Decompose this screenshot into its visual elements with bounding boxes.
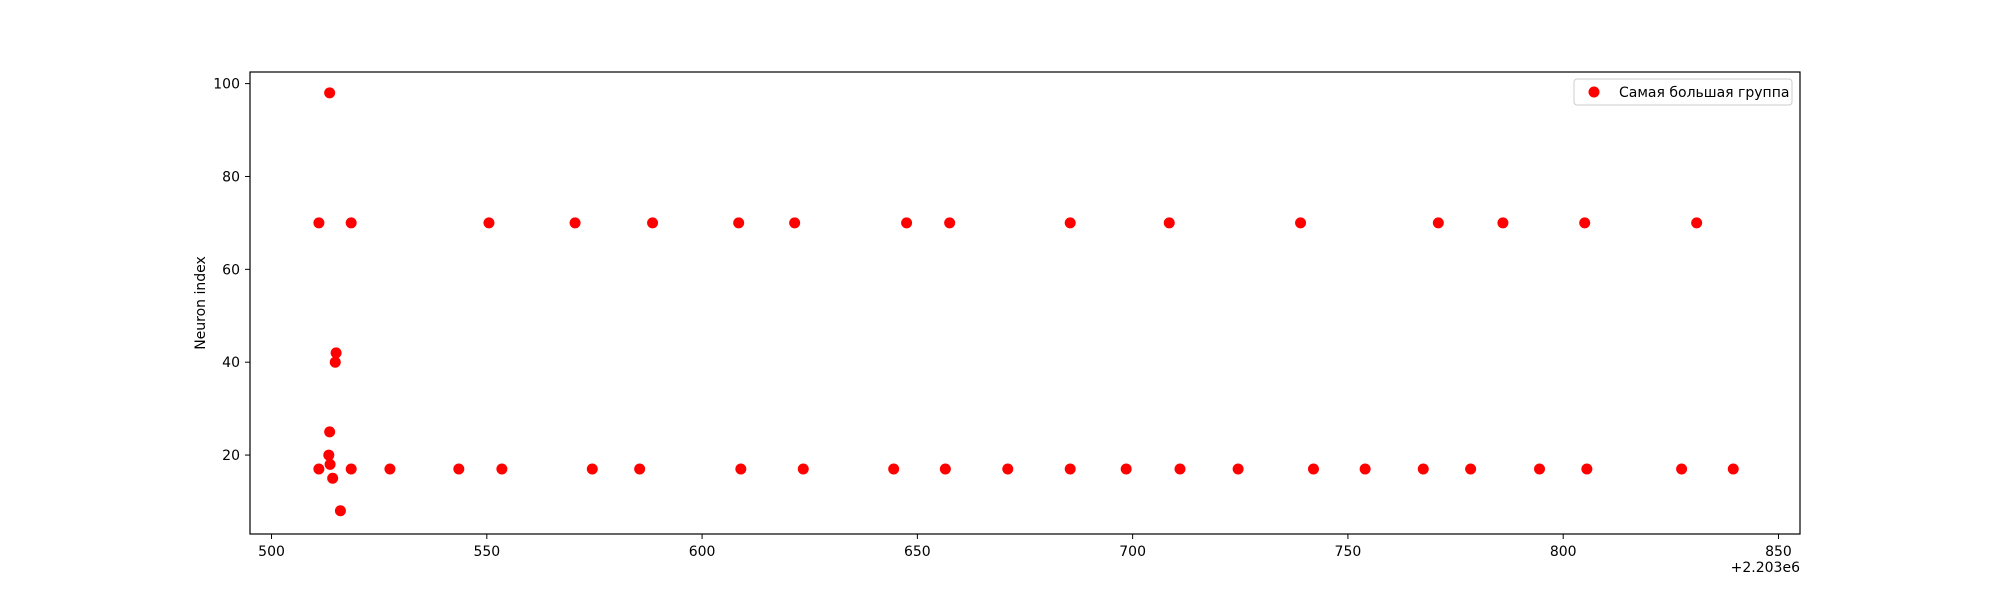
points-layer: [313, 87, 1739, 517]
data-point: [735, 463, 747, 475]
data-point: [1432, 217, 1444, 229]
x-axis: 500 550 600 650 700 750 800 850: [258, 534, 1792, 560]
data-point: [1417, 463, 1429, 475]
data-point: [586, 463, 598, 475]
data-point: [944, 217, 956, 229]
data-point: [324, 458, 336, 470]
data-point: [330, 347, 342, 359]
data-point: [334, 505, 346, 517]
x-tick-label: 700: [1119, 544, 1146, 560]
data-point: [345, 463, 357, 475]
data-point: [496, 463, 508, 475]
y-axis-label: Neuron index: [193, 256, 209, 350]
data-point: [453, 463, 465, 475]
y-tick-label: 100: [213, 77, 240, 93]
y-tick-label: 80: [222, 169, 240, 185]
data-point: [1581, 463, 1593, 475]
data-point: [1534, 463, 1546, 475]
data-point: [1002, 463, 1014, 475]
data-point: [1174, 463, 1186, 475]
data-point: [1120, 463, 1132, 475]
data-point: [1163, 217, 1175, 229]
data-point: [313, 217, 325, 229]
x-tick-label: 500: [258, 544, 285, 560]
data-point: [939, 463, 951, 475]
data-point: [1579, 217, 1591, 229]
data-point: [1691, 217, 1703, 229]
data-point: [647, 217, 659, 229]
x-tick-label: 800: [1550, 544, 1577, 560]
data-point: [789, 217, 801, 229]
data-point: [324, 87, 336, 99]
data-point: [1064, 463, 1076, 475]
data-point: [888, 463, 900, 475]
x-tick-label: 850: [1765, 544, 1792, 560]
y-tick-label: 20: [222, 448, 240, 464]
plot-frame: [249, 71, 1801, 535]
data-point: [733, 217, 745, 229]
data-point: [797, 463, 809, 475]
data-point: [569, 217, 581, 229]
data-point: [1232, 463, 1244, 475]
data-point: [1307, 463, 1319, 475]
data-point: [1064, 217, 1076, 229]
data-point: [1465, 463, 1477, 475]
x-offset-label: +2.203e6: [1731, 560, 1800, 576]
data-point: [1497, 217, 1509, 229]
data-point: [345, 217, 357, 229]
y-tick-label: 60: [222, 262, 240, 278]
legend: Самая большая группа: [1573, 78, 1793, 106]
data-point: [1676, 463, 1688, 475]
data-point: [1359, 463, 1371, 475]
x-tick-label: 550: [473, 544, 500, 560]
legend-label: Самая большая группа: [1619, 85, 1789, 101]
legend-box: [1573, 78, 1793, 106]
data-point: [483, 217, 495, 229]
x-tick-label: 650: [904, 544, 931, 560]
data-point: [1295, 217, 1307, 229]
x-tick-label: 750: [1335, 544, 1362, 560]
data-point: [901, 217, 913, 229]
data-point: [384, 463, 396, 475]
legend-marker: [1588, 86, 1600, 98]
data-point: [329, 356, 341, 368]
y-tick-label: 40: [222, 355, 240, 371]
x-tick-label: 600: [689, 544, 716, 560]
data-point: [327, 472, 339, 484]
data-point: [313, 463, 325, 475]
data-point: [324, 426, 336, 438]
y-axis: 20 40 60 80 100: [213, 77, 250, 464]
data-point: [634, 463, 646, 475]
data-point: [1727, 463, 1739, 475]
data-point: [323, 449, 335, 461]
